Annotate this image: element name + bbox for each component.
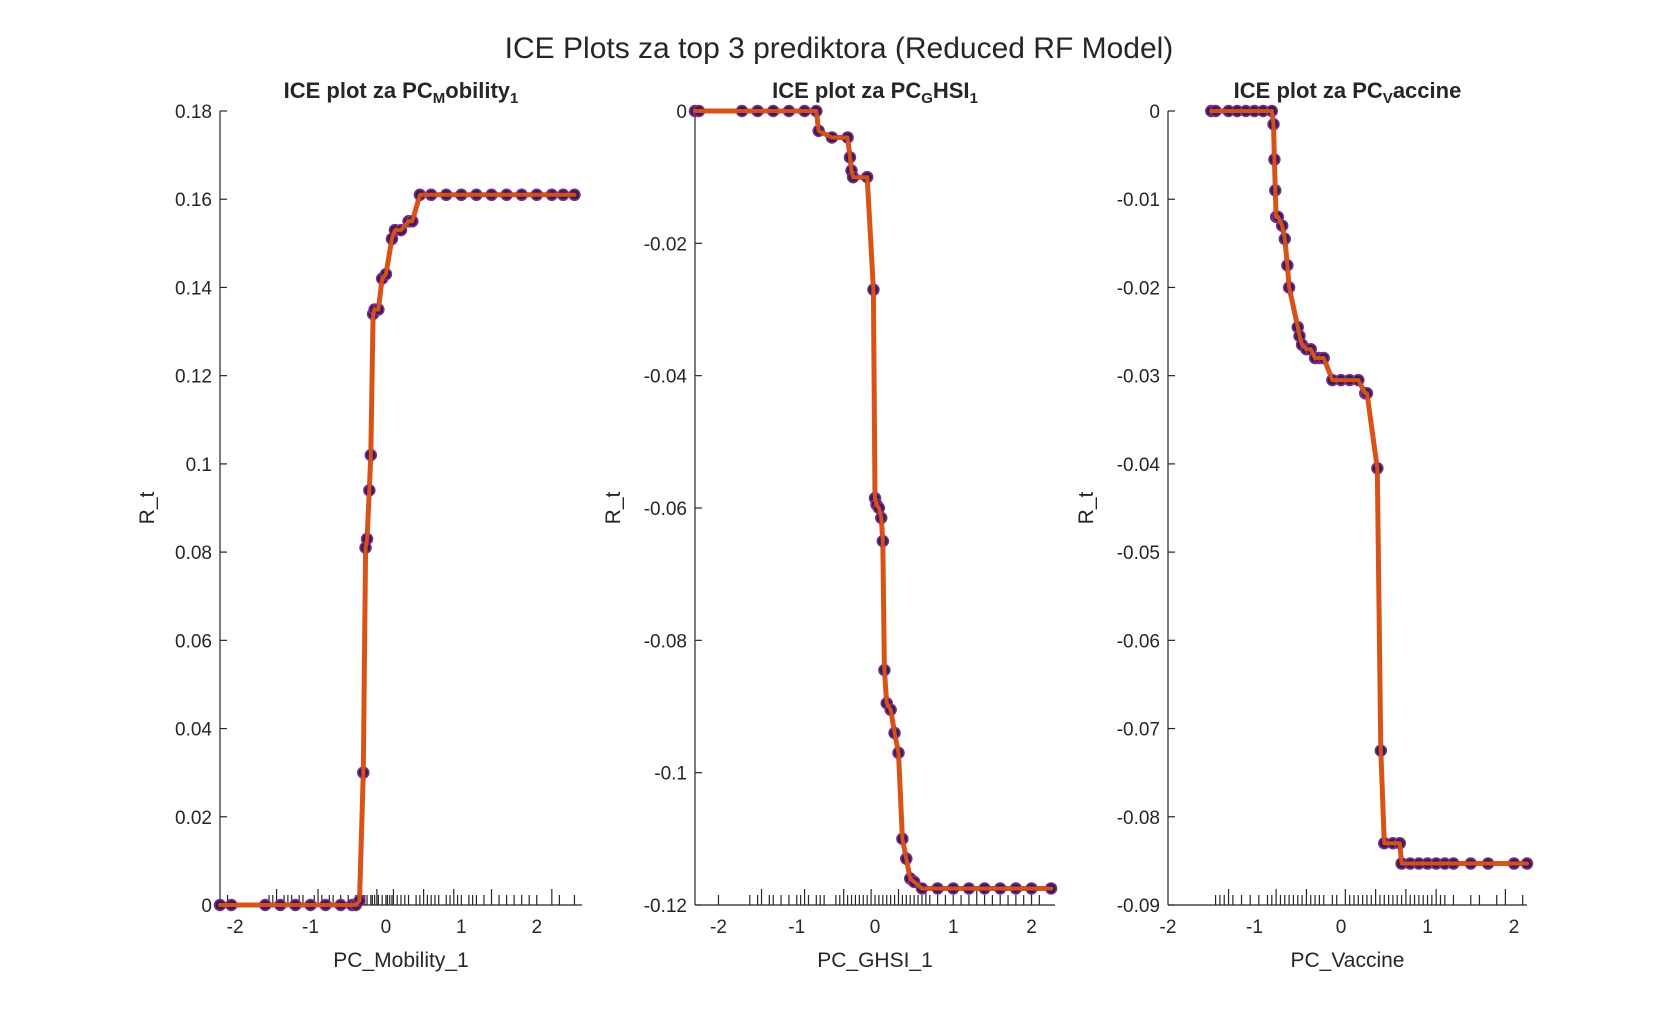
x-tick-label: 0 (1336, 917, 1347, 938)
title-prefix: ICE plot za PC (1234, 78, 1383, 103)
y-tick-label: 0.02 (175, 808, 212, 829)
y-tick-label: -0.08 (1117, 808, 1160, 829)
y-tick-label: -0.03 (1117, 367, 1160, 388)
title-subscript: G (921, 90, 933, 107)
y-tick-label: 0.08 (175, 543, 212, 564)
x-tick-label: -1 (788, 917, 805, 938)
y-axis-label: R_t (602, 491, 625, 524)
y-tick-label: 0.16 (175, 190, 212, 211)
y-tick-label: -0.1 (654, 764, 687, 785)
title-suffix: accine (1393, 78, 1462, 103)
x-tick-label: 0 (381, 917, 392, 938)
ice-panel-1: 0 0.02 0.04 0.06 0.08 0.1 0.12 0.14 0.16 0.18 -2 -1… (136, 78, 582, 972)
ice-line-overlay (1209, 109, 1529, 866)
x-tick-label: 2 (1509, 917, 1520, 938)
x-tick-label: 1 (456, 917, 467, 938)
x-axis-label: PC_Vaccine (1290, 949, 1404, 972)
y-tick-label: -0.01 (1117, 190, 1160, 211)
x-tick-label: 2 (531, 917, 542, 938)
y-tick-label: 0.1 (186, 455, 212, 476)
title-prefix: ICE plot za PC (284, 78, 433, 103)
title-prefix: ICE plot za PC (772, 78, 921, 103)
x-tick-label: -2 (227, 917, 244, 938)
x-tick-label: -2 (710, 917, 727, 938)
x-tick-label: -1 (302, 917, 319, 938)
y-tick-label: -0.06 (1117, 631, 1160, 652)
x-tick-label: -1 (1246, 917, 1263, 938)
title-subscript-2: 1 (970, 90, 978, 107)
ice-panel-3: -0.09 -0.08 -0.07 -0.06 -0.05 -0.04 -0.03 -0.02… (1075, 78, 1534, 972)
ice-panel-2: -0.12 -0.1 -0.08 -0.06 -0.04 -0.02 0 -2 -1 0 1 2 ICE… (602, 78, 1058, 972)
y-tick-label: -0.06 (644, 499, 687, 520)
panel-title: ICE plot za PCGHSI1 (772, 78, 978, 107)
y-tick-label: 0.12 (175, 367, 212, 388)
y-tick-label: -0.09 (1117, 896, 1160, 917)
y-tick-label: -0.04 (1117, 455, 1161, 476)
y-tick-label: -0.05 (1117, 543, 1160, 564)
title-suffix: HSI (933, 78, 970, 103)
y-tick-label: 0.06 (175, 631, 212, 652)
x-tick-label: 2 (1026, 917, 1037, 938)
panel-title: ICE plot za PCVaccine (1234, 78, 1462, 107)
x-tick-label: -2 (1160, 917, 1177, 938)
title-suffix: obility (445, 78, 511, 103)
panel-title: ICE plot za PCMobility1 (284, 78, 519, 107)
y-tick-label: 0 (1149, 102, 1160, 123)
x-tick-label: 1 (1422, 917, 1433, 938)
title-subscript: M (433, 90, 446, 107)
figure-title: ICE Plots za top 3 prediktora (Reduced R… (505, 32, 1174, 65)
ice-line-overlay (693, 109, 1054, 891)
y-tick-label: -0.07 (1117, 720, 1160, 741)
ice-line-overlay (218, 192, 577, 907)
y-tick-label: 0.04 (175, 720, 212, 741)
y-axis-label: R_t (136, 491, 159, 524)
title-subscript: V (1383, 90, 1393, 107)
ice-line (1208, 108, 1530, 866)
title-subscript-2: 1 (510, 90, 518, 107)
y-tick-label: 0.18 (175, 102, 212, 123)
y-tick-label: 0 (201, 896, 212, 917)
y-tick-label: -0.12 (644, 896, 687, 917)
x-axis-label: PC_GHSI_1 (817, 949, 933, 972)
x-tick-label: 1 (948, 917, 959, 938)
y-axis-label: R_t (1075, 491, 1098, 524)
y-tick-label: -0.08 (644, 631, 687, 652)
y-tick-label: 0.14 (175, 278, 212, 299)
y-tick-label: 0 (676, 102, 687, 123)
y-tick-label: -0.02 (1117, 278, 1160, 299)
y-tick-label: -0.02 (644, 234, 687, 255)
y-tick-label: -0.04 (644, 367, 688, 388)
x-tick-label: 0 (870, 917, 881, 938)
ice-line (217, 192, 577, 908)
x-axis-label: PC_Mobility_1 (333, 949, 468, 972)
